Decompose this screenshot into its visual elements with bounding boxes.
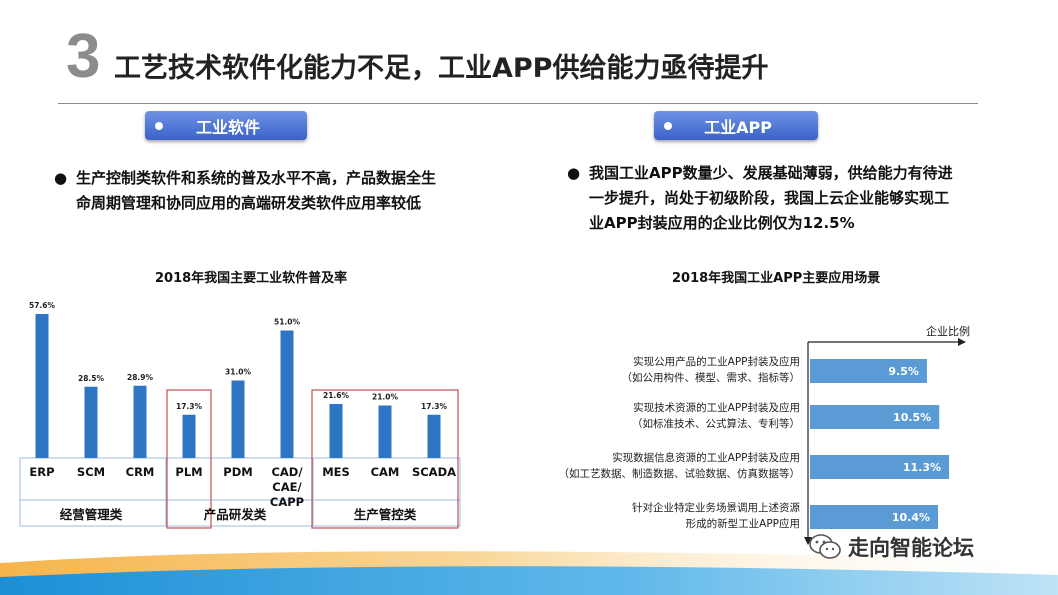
- category-tick-label: 实现公用产品的工业APP封装及应用: [633, 355, 800, 368]
- category-tick-label: SCADA: [412, 465, 456, 479]
- bar-scenario-1: [810, 359, 927, 383]
- page-title: 工艺技术软件化能力不足，工业APP供给能力亟待提升: [114, 53, 769, 84]
- category-tick-label: 实现数据信息资源的工业APP封装及应用: [612, 451, 800, 464]
- bullet-dot-icon: [664, 121, 672, 130]
- bar-erp: [35, 314, 49, 458]
- category-tick-label: CAD/: [271, 465, 303, 479]
- bar-mes: [329, 404, 343, 458]
- bullet-line: 生产控制类软件和系统的普及水平不高，产品数据全生: [76, 169, 437, 187]
- industrial-app-tag: 工业APP: [654, 111, 818, 140]
- group-label: 产品研发类: [204, 507, 267, 522]
- bar-value-label: 17.3%: [176, 402, 203, 411]
- category-tick-label: 实现技术资源的工业APP封装及应用: [633, 401, 800, 414]
- bar-plm: [182, 414, 196, 458]
- bar-value-label: 9.5%: [888, 365, 919, 378]
- tag-label: 工业APP: [704, 117, 772, 137]
- category-tick-label: CAM: [371, 465, 400, 479]
- bar-pdm: [231, 380, 245, 458]
- group-label: 生产管控类: [354, 507, 417, 522]
- category-tick-label: PLM: [175, 465, 202, 479]
- app-scenario-chart: 企业比例 9.5% 实现公用产品的工业APP封装及应用 （如公用构件、模型、需求、指标…: [559, 324, 970, 545]
- right-chart-title: 2018年我国工业APP主要应用场景: [672, 271, 881, 286]
- bullet-line: 我国工业APP数量少、发展基础薄弱，供给能力有待进: [589, 164, 953, 182]
- category-tick-label: SCM: [77, 465, 105, 479]
- category-tick-label: （如工艺数据、制造数据、试验数据、仿真数据等）: [559, 467, 801, 480]
- bar-cad-cae-capp: [280, 330, 294, 458]
- bullet-line: 业APP封装应用的企业比例仅为12.5%: [589, 214, 855, 232]
- bar-value-label: 17.3%: [421, 402, 448, 411]
- bar-value-label: 31.0%: [225, 368, 252, 377]
- category-tick-label: （如公用构件、模型、需求、指标等）: [622, 371, 801, 384]
- highlight-box-production: [311, 389, 459, 529]
- bar-value-label: 51.0%: [274, 318, 301, 327]
- footer-wave-band: [0, 551, 1058, 595]
- wechat-icon: [809, 534, 841, 559]
- category-tick-label: CRM: [126, 465, 155, 479]
- category-tick-label: ERP: [29, 465, 54, 479]
- brand-name: 走向智能论坛: [848, 536, 974, 560]
- axis-title: 企业比例: [926, 324, 970, 338]
- bar-value-label: 57.6%: [29, 301, 56, 310]
- bar-value-label: 28.9%: [127, 373, 154, 382]
- tag-label: 工业软件: [195, 117, 260, 137]
- category-tick-label: PDM: [223, 465, 252, 479]
- software-adoption-chart: 57.6% ERP 28.5% SCM 28.9% CRM 17.3% PLM 31.0% PDM…: [19, 301, 461, 529]
- bar-value-label: 21.6%: [323, 391, 350, 400]
- category-tick-label: 针对企业特定业务场景调用上述资源: [632, 501, 800, 514]
- title-divider: [58, 103, 978, 104]
- category-tick-label: MES: [322, 465, 350, 479]
- bullet-line: 命周期管理和协同应用的高端研发类软件应用率较低: [76, 194, 422, 212]
- bar-value-label: 10.5%: [893, 411, 931, 424]
- category-tick-label: 形成的新型工业APP应用: [686, 517, 800, 530]
- bar-value-label: 10.4%: [892, 511, 930, 524]
- group-label: 经营管理类: [60, 507, 123, 522]
- bar-value-label: 28.5%: [78, 374, 105, 383]
- bar-cam: [378, 405, 392, 458]
- bar-scm: [84, 386, 98, 458]
- left-chart-title: 2018年我国主要工业软件普及率: [155, 271, 348, 286]
- category-tick-label: （如标准技术、公式算法、专利等）: [632, 417, 800, 430]
- bullet-dot-icon: [155, 121, 163, 130]
- section-number: 3: [66, 22, 101, 91]
- industrial-software-tag: 工业软件: [145, 111, 307, 140]
- bar-scada: [427, 414, 441, 458]
- bar-scenario-4: [810, 505, 938, 529]
- bar-scenario-3: [810, 455, 950, 479]
- axis-arrow-icon: [804, 537, 812, 545]
- bar-value-label: 11.3%: [903, 461, 941, 474]
- bar-value-label: 21.0%: [372, 393, 399, 402]
- bar-crm: [133, 385, 147, 458]
- bullet-icon: ●: [567, 164, 581, 182]
- category-tick-label: CAE/: [272, 480, 302, 494]
- category-tick-label: CAPP: [270, 495, 304, 509]
- brand-logo: 走向智能论坛: [808, 532, 974, 562]
- bullet-icon: ●: [54, 169, 68, 187]
- left-bullet-point: ● 生产控制类软件和系统的普及水平不高，产品数据全生 命周期管理和协同应用的高端…: [54, 166, 494, 216]
- highlight-box-plm: [166, 389, 212, 529]
- right-bullet-point: ● 我国工业APP数量少、发展基础薄弱，供给能力有待进 一步提升，尚处于初级阶段…: [567, 161, 997, 236]
- bar-scenario-2: [810, 405, 940, 429]
- bullet-line: 一步提升，尚处于初级阶段，我国上云企业能够实现工: [589, 189, 950, 207]
- axis-arrow-icon: [958, 338, 966, 346]
